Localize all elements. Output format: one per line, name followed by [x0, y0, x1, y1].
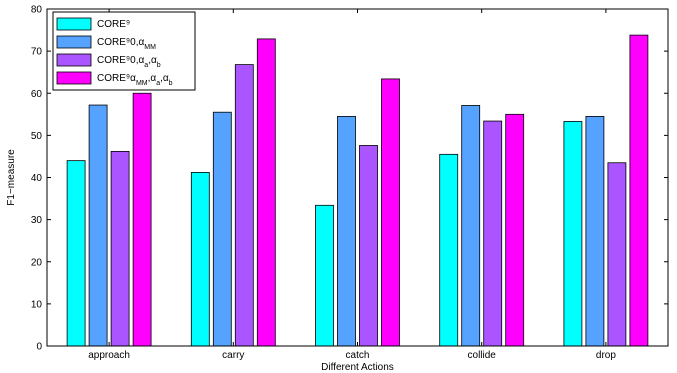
x-tick-label-carry: carry	[222, 350, 244, 361]
y-tick-label: 70	[31, 47, 43, 58]
bar-catch-series-2	[337, 116, 356, 347]
y-tick-label: 0	[36, 342, 42, 353]
legend: CORE⁹ CORE⁹0,αMM CORE⁹0,αa,αb CORE⁹αMM,αa,α…	[52, 11, 196, 91]
y-axis: 0 10 20 30 40 50 60 70 80	[31, 5, 668, 353]
y-tick-label: 80	[31, 5, 43, 16]
x-tick-label-approach: approach	[88, 350, 130, 361]
bar-catch-series-1	[315, 204, 334, 347]
legend-swatch-3	[56, 53, 92, 67]
bars-layer	[66, 34, 649, 347]
y-tick-label: 10	[31, 299, 43, 310]
bar-carry-series-3	[234, 64, 254, 347]
bar-approach-series-2	[88, 104, 108, 347]
bar-catch-series-3	[359, 145, 378, 347]
bar-drop-series-2	[585, 116, 605, 347]
x-tick-label-catch: catch	[346, 350, 370, 361]
x-tick-label-collide: collide	[468, 350, 497, 361]
legend-label-1: CORE⁹	[97, 19, 130, 30]
bar-approach-series-3	[110, 150, 130, 347]
bar-carry-series-1	[190, 172, 210, 347]
y-tick-label: 40	[31, 173, 43, 184]
y-axis-title: F1−measure	[6, 149, 17, 206]
legend-swatch-4	[56, 71, 92, 85]
bar-catch-series-4	[381, 78, 400, 347]
legend-label-2: CORE⁹0,αMM	[97, 37, 156, 51]
legend-label-4: CORE⁹αMM,αa,αb	[97, 73, 173, 87]
bar-collide-series-1	[439, 153, 459, 347]
bar-approach-series-4	[132, 92, 152, 347]
bar-carry-series-2	[212, 111, 232, 347]
bar-collide-series-2	[461, 105, 481, 347]
y-tick-label: 20	[31, 257, 43, 268]
bar-carry-series-4	[256, 38, 276, 347]
y-tick-label: 60	[31, 89, 43, 100]
bar-collide-series-4	[505, 113, 525, 347]
legend-swatch-2	[56, 35, 92, 49]
bar-drop-series-3	[607, 162, 627, 347]
y-tick-label: 50	[31, 131, 43, 142]
x-axis-title: Different Actions	[321, 362, 394, 373]
bar-approach-series-1	[66, 160, 86, 347]
bar-collide-series-3	[483, 120, 503, 347]
bar-drop-series-4	[629, 34, 649, 347]
x-tick-label-drop: drop	[596, 350, 616, 361]
legend-label-3: CORE⁹0,αa,αb	[97, 55, 161, 69]
bar-drop-series-1	[563, 121, 583, 347]
y-tick-label: 30	[31, 215, 43, 226]
legend-swatch-1	[56, 17, 92, 31]
